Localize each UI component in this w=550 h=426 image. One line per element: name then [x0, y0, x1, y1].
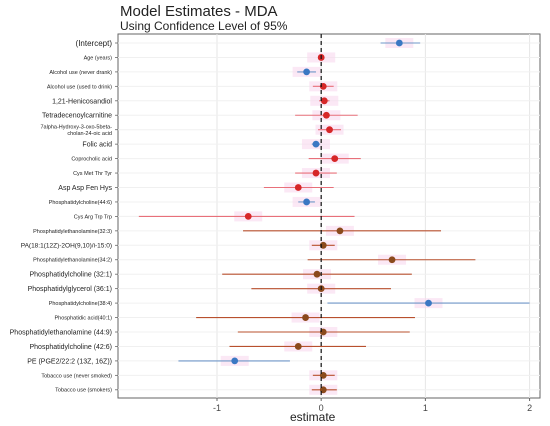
estimate-point: [425, 299, 432, 307]
y-tick-label: Cys Met Thr Tyr: [73, 171, 112, 177]
estimate-point: [336, 227, 344, 235]
estimate-point: [312, 140, 320, 148]
y-tick-label: Alcohol use (never drank): [49, 70, 112, 76]
y-tick-label: Tobacco use (never smoked): [41, 373, 112, 379]
estimate-point: [244, 213, 252, 220]
estimate-point: [395, 39, 403, 47]
x-axis-label: estimate: [290, 410, 336, 424]
y-tick-label: Phosphatidylcholine (42:6): [30, 344, 113, 351]
y-tick-label: Phosphatidylcholine(44:6): [49, 200, 112, 206]
chart-title: Model Estimates - MDA: [120, 3, 278, 20]
y-tick-label: Phosphatidylethanolamine(34:2): [33, 258, 112, 264]
estimate-point: [312, 169, 320, 177]
y-tick-label: cholan-24-oic acid: [67, 131, 112, 137]
estimate-point: [313, 270, 321, 278]
y-tick-label: (Intercept): [76, 39, 113, 48]
estimate-point: [326, 126, 333, 134]
y-tick-label: 1,21-Henicosandiol: [52, 98, 112, 105]
x-tick-label: -1: [213, 403, 221, 413]
y-tick-label: Tobacco use (smokers): [55, 388, 112, 394]
y-tick-label: Phosphatidylglycerol (36:1): [28, 286, 112, 293]
x-tick-label: 2: [527, 403, 532, 413]
estimate-point: [303, 68, 310, 76]
y-tick-label: Phosphatidylcholine (32:1): [30, 272, 113, 279]
y-tick-label: PA(18:1(12Z)-2OH(9,10)/i-15:0): [21, 243, 112, 250]
y-tick-label: Coprocholic acid: [71, 157, 112, 163]
y-tick-label: Cys Arg Trp Trp: [74, 214, 112, 220]
y-tick-label: Phosphatidylethanolamine(32:3): [33, 229, 112, 235]
estimate-point: [331, 155, 339, 163]
estimate-point: [231, 357, 239, 365]
estimate-point: [303, 198, 310, 206]
estimate-point: [388, 256, 396, 264]
chart-subtitle: Using Confidence Level of 95%: [120, 19, 288, 33]
y-tick-label: Tetradecenoylcarnitine: [42, 113, 112, 120]
estimate-point: [302, 314, 309, 321]
y-tick-label: Phosphatidylethanolamine (44:9): [10, 329, 112, 336]
y-tick-label: Folic acid: [82, 142, 112, 149]
y-tick-label: Phosphatidylcholine(38:4): [49, 301, 112, 307]
estimate-point: [322, 111, 330, 119]
y-tick-label: Phosphatidic acid(40:1): [55, 315, 113, 321]
y-tick-label: Age (years): [84, 55, 113, 61]
estimate-point: [320, 97, 328, 105]
y-tick-label: 7alpha-Hydroxy-3-oxo-5beta-: [40, 124, 112, 130]
y-tick-label: Asp Asp Fen Hys: [58, 185, 112, 192]
x-tick-label: 0: [319, 403, 324, 413]
estimate-point: [294, 184, 302, 191]
y-tick-label: Alcohol use (used to drink): [47, 84, 112, 90]
y-tick-label: PE (PGE2/22:2 (13Z, 16Z)): [27, 358, 112, 365]
x-tick-label: 1: [423, 403, 428, 413]
estimate-point: [294, 343, 302, 350]
